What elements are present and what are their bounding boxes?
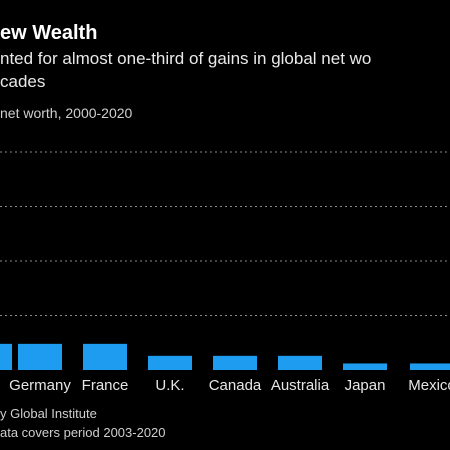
bar-germany bbox=[18, 343, 62, 370]
bar-japan bbox=[343, 363, 387, 370]
chart-title: ew Wealth bbox=[0, 22, 98, 44]
bar-partial bbox=[0, 343, 12, 370]
category-label: Australia bbox=[271, 377, 330, 394]
bar-canada bbox=[213, 355, 257, 370]
subtitle-line-2: cades bbox=[0, 72, 46, 91]
category-label: U.K. bbox=[155, 377, 184, 394]
category-label: Germany bbox=[9, 377, 71, 394]
y-axis-label: net worth, 2000-2020 bbox=[0, 105, 133, 121]
subtitle-line-1: nted for almost one-third of gains in gl… bbox=[0, 49, 372, 68]
category-label: Mexico bbox=[408, 377, 450, 394]
source-note: y Global Institute bbox=[0, 406, 97, 421]
bar-france bbox=[83, 343, 127, 370]
chart-subtitle: nted for almost one-third of gains in gl… bbox=[0, 47, 450, 93]
category-label: France bbox=[82, 377, 129, 394]
chart-footer: y Global Institute ata covers period 200… bbox=[0, 404, 166, 442]
category-label: Japan bbox=[345, 377, 386, 394]
category-label: Canada bbox=[209, 377, 262, 394]
bar-mexico bbox=[410, 363, 450, 370]
coverage-note: ata covers period 2003-2020 bbox=[0, 425, 166, 440]
bar-australia bbox=[278, 355, 322, 370]
bar-u-k bbox=[148, 355, 192, 370]
